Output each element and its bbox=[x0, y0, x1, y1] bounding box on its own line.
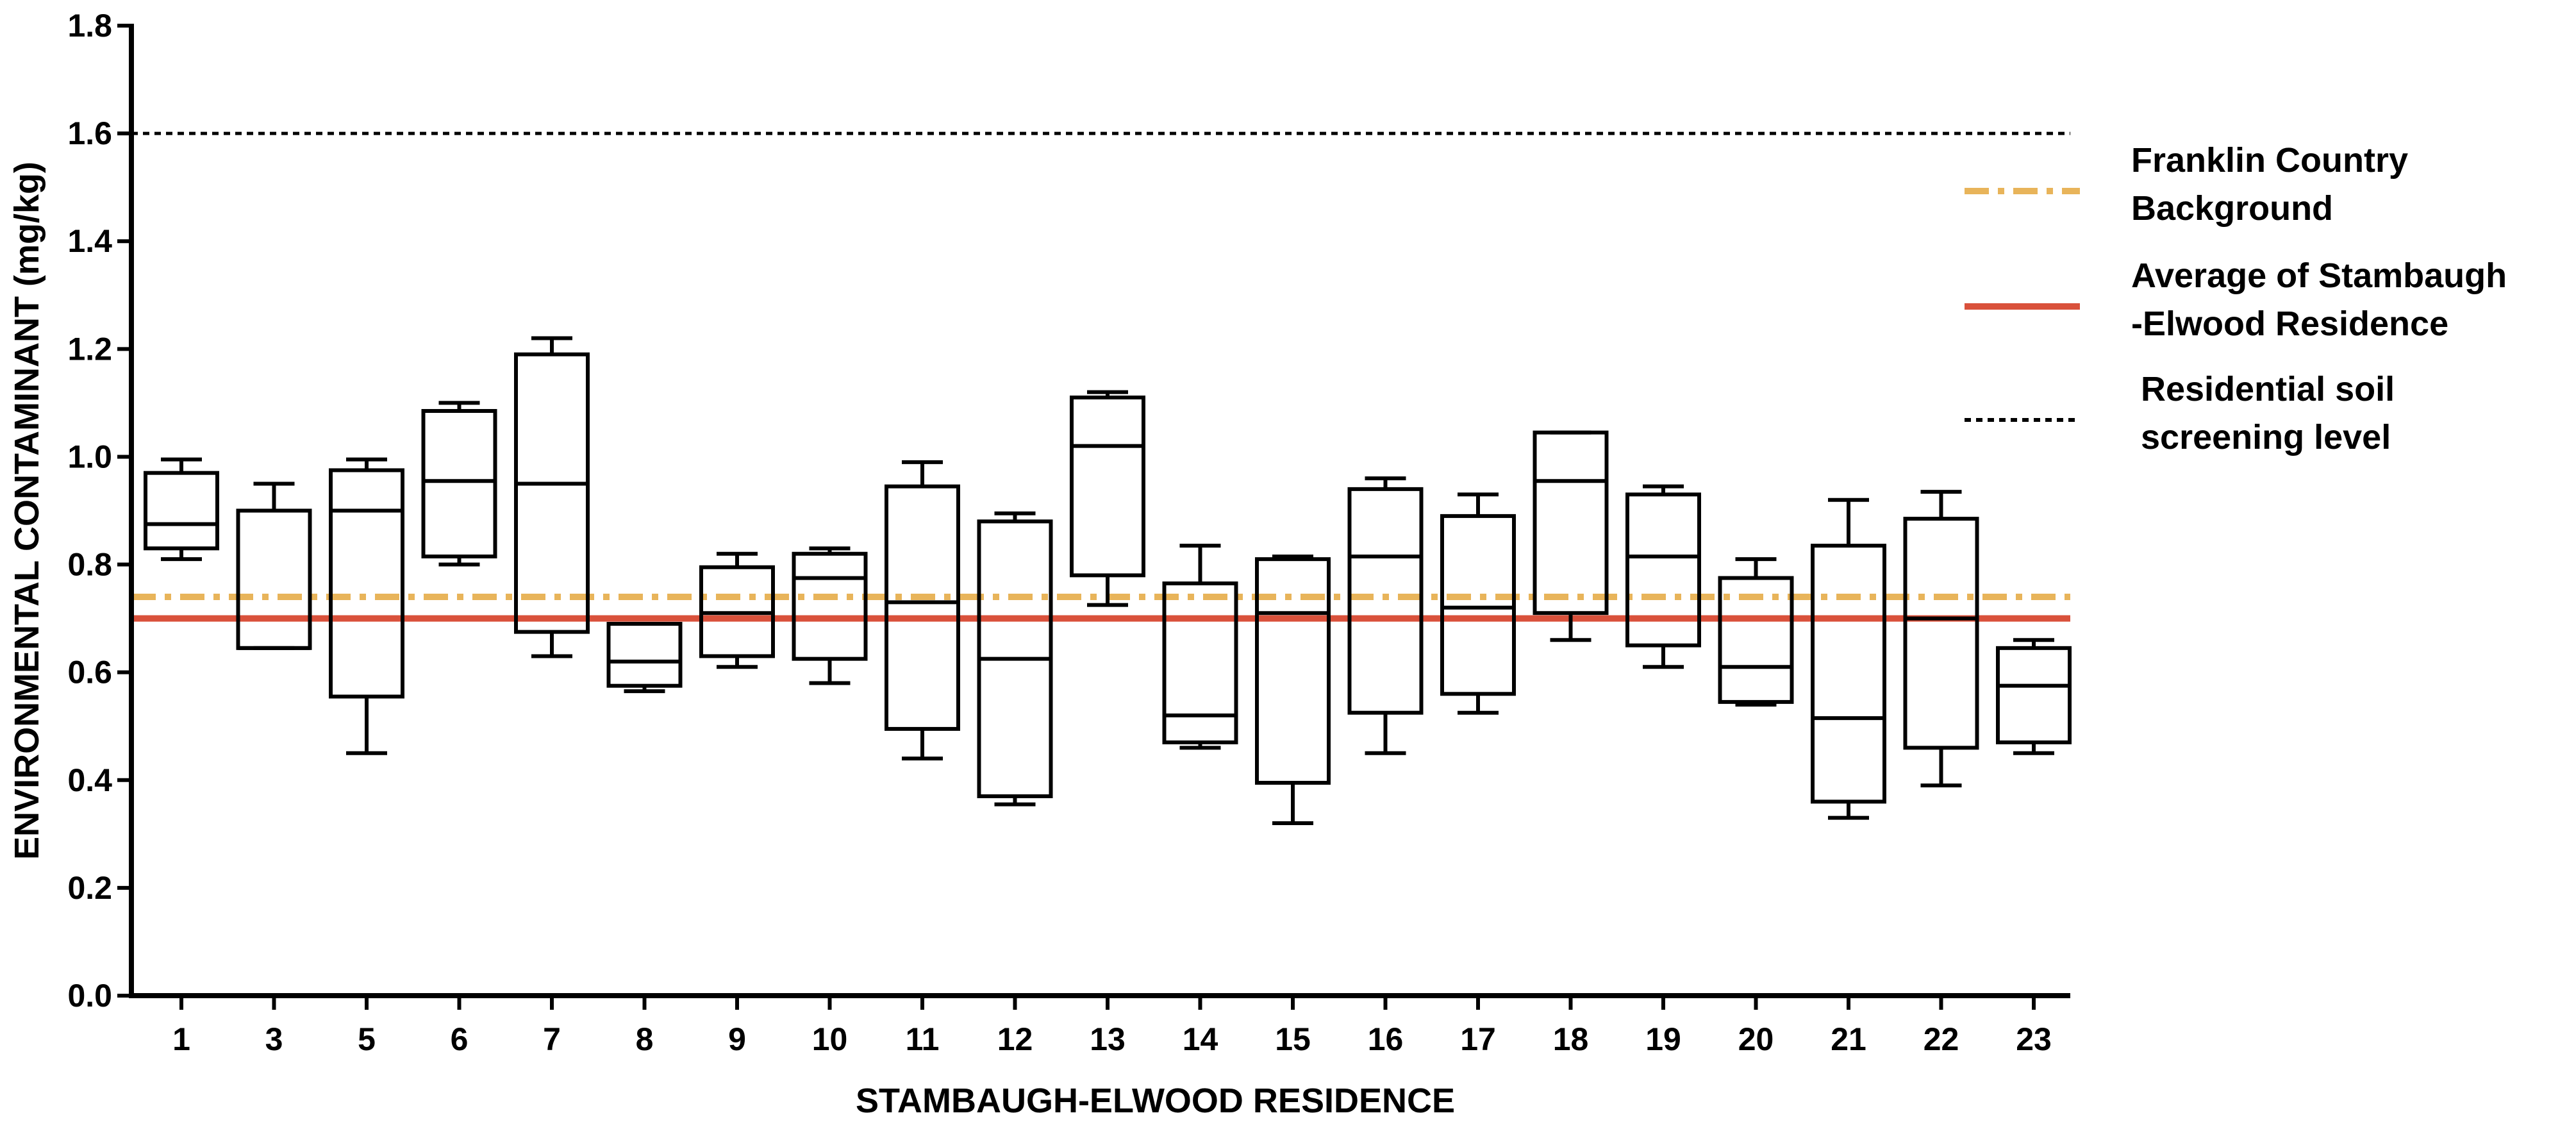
x-tick-label: 22 bbox=[1924, 1021, 1959, 1057]
legend-label: Average of Stambaugh bbox=[2131, 256, 2507, 295]
box-body bbox=[792, 551, 868, 661]
box-5 bbox=[329, 457, 404, 755]
x-tick-label: 18 bbox=[1553, 1021, 1589, 1057]
x-tick-label: 7 bbox=[543, 1021, 561, 1057]
box-6 bbox=[421, 401, 497, 567]
x-tick-label: 10 bbox=[812, 1021, 848, 1057]
x-tick-label: 3 bbox=[265, 1021, 283, 1057]
legend-label: Background bbox=[2131, 189, 2333, 228]
y-tick-label: 0.4 bbox=[67, 762, 112, 798]
legend-entry-1: Franklin Country Background bbox=[1965, 141, 2408, 228]
box-body bbox=[1996, 646, 2072, 744]
box-body bbox=[1533, 430, 1609, 615]
y-axis-title: ENVIRONMENTAL CONTAMINANT (mg/kg) bbox=[8, 162, 46, 860]
axes: 0.00.20.40.60.81.01.21.41.61.81 3 5 6 7 8 9 10 1… bbox=[67, 8, 2070, 1057]
legend-entry-2: Average of Stambaugh -Elwood Residence bbox=[1965, 256, 2507, 343]
box-body bbox=[1718, 576, 1794, 704]
box-body bbox=[514, 352, 590, 634]
x-tick-label: 11 bbox=[906, 1021, 940, 1057]
x-tick-label: 13 bbox=[1090, 1021, 1126, 1057]
box-body bbox=[1625, 492, 1701, 648]
box-21 bbox=[1811, 498, 1886, 820]
box-11 bbox=[885, 460, 960, 761]
y-tick-label: 0.8 bbox=[67, 547, 112, 583]
box-1 bbox=[144, 457, 219, 562]
y-tick-label: 1.4 bbox=[67, 223, 112, 259]
y-tick-label: 0.6 bbox=[67, 655, 112, 690]
box-12 bbox=[977, 511, 1053, 807]
reference-lines bbox=[131, 131, 2070, 622]
box-body bbox=[1903, 517, 1979, 750]
box-body bbox=[606, 622, 683, 688]
box-13 bbox=[1070, 390, 1145, 607]
box-20 bbox=[1718, 557, 1794, 707]
box-22 bbox=[1903, 490, 1979, 788]
x-tick-label: 1 bbox=[172, 1021, 190, 1057]
box-9 bbox=[699, 551, 775, 669]
box-body bbox=[885, 484, 960, 731]
y-tick-label: 1.8 bbox=[67, 8, 112, 44]
box-17 bbox=[1440, 492, 1516, 715]
legend-entry-3: Residential soil screening level bbox=[1965, 370, 2395, 456]
legend: Franklin Country Background Average of Sta… bbox=[1965, 141, 2507, 456]
box-body bbox=[236, 508, 312, 650]
box-10 bbox=[792, 546, 868, 685]
boxes bbox=[144, 336, 2072, 826]
x-tick-label: 21 bbox=[1831, 1021, 1866, 1057]
box-16 bbox=[1347, 476, 1424, 755]
box-18 bbox=[1533, 430, 1609, 642]
x-axis-title: STAMBAUGH-ELWOOD RESIDENCE bbox=[856, 1082, 1455, 1120]
x-tick-label: 16 bbox=[1368, 1021, 1404, 1057]
y-tick-label: 0.2 bbox=[67, 870, 112, 906]
box-15 bbox=[1255, 554, 1331, 826]
box-body bbox=[1347, 487, 1424, 715]
box-body bbox=[421, 408, 497, 558]
x-tick-label: 19 bbox=[1645, 1021, 1681, 1057]
x-tick-label: 5 bbox=[358, 1021, 376, 1057]
box-body bbox=[1811, 544, 1886, 804]
legend-label: Residential soil bbox=[2141, 370, 2395, 408]
box-19 bbox=[1625, 484, 1701, 669]
box-body bbox=[1440, 514, 1516, 696]
x-tick-label: 14 bbox=[1183, 1021, 1218, 1057]
y-tick-label: 1.0 bbox=[67, 439, 112, 474]
box-23 bbox=[1996, 638, 2072, 755]
legend-label: Franklin Country bbox=[2131, 141, 2408, 180]
x-tick-label: 17 bbox=[1460, 1021, 1496, 1057]
x-tick-label: 6 bbox=[451, 1021, 469, 1057]
box-14 bbox=[1162, 544, 1238, 750]
x-tick-label: 8 bbox=[636, 1021, 654, 1057]
box-body bbox=[1070, 395, 1145, 578]
x-tick-label: 15 bbox=[1275, 1021, 1311, 1057]
box-body bbox=[329, 468, 404, 699]
box-8 bbox=[606, 622, 683, 694]
box-body bbox=[1255, 557, 1331, 785]
box-3 bbox=[236, 481, 312, 650]
box-body bbox=[144, 471, 219, 551]
x-tick-label: 12 bbox=[997, 1021, 1033, 1057]
legend-label: screening level bbox=[2141, 418, 2391, 456]
y-tick-label: 0.0 bbox=[67, 978, 112, 1014]
x-tick-label: 20 bbox=[1738, 1021, 1774, 1057]
y-tick-label: 1.2 bbox=[67, 331, 112, 367]
x-tick-label: 23 bbox=[2016, 1021, 2052, 1057]
x-tick-label: 9 bbox=[728, 1021, 746, 1057]
box-7 bbox=[514, 336, 590, 658]
box-body bbox=[1162, 581, 1238, 744]
legend-label: -Elwood Residence bbox=[2131, 305, 2448, 343]
y-tick-label: 1.6 bbox=[67, 115, 112, 151]
